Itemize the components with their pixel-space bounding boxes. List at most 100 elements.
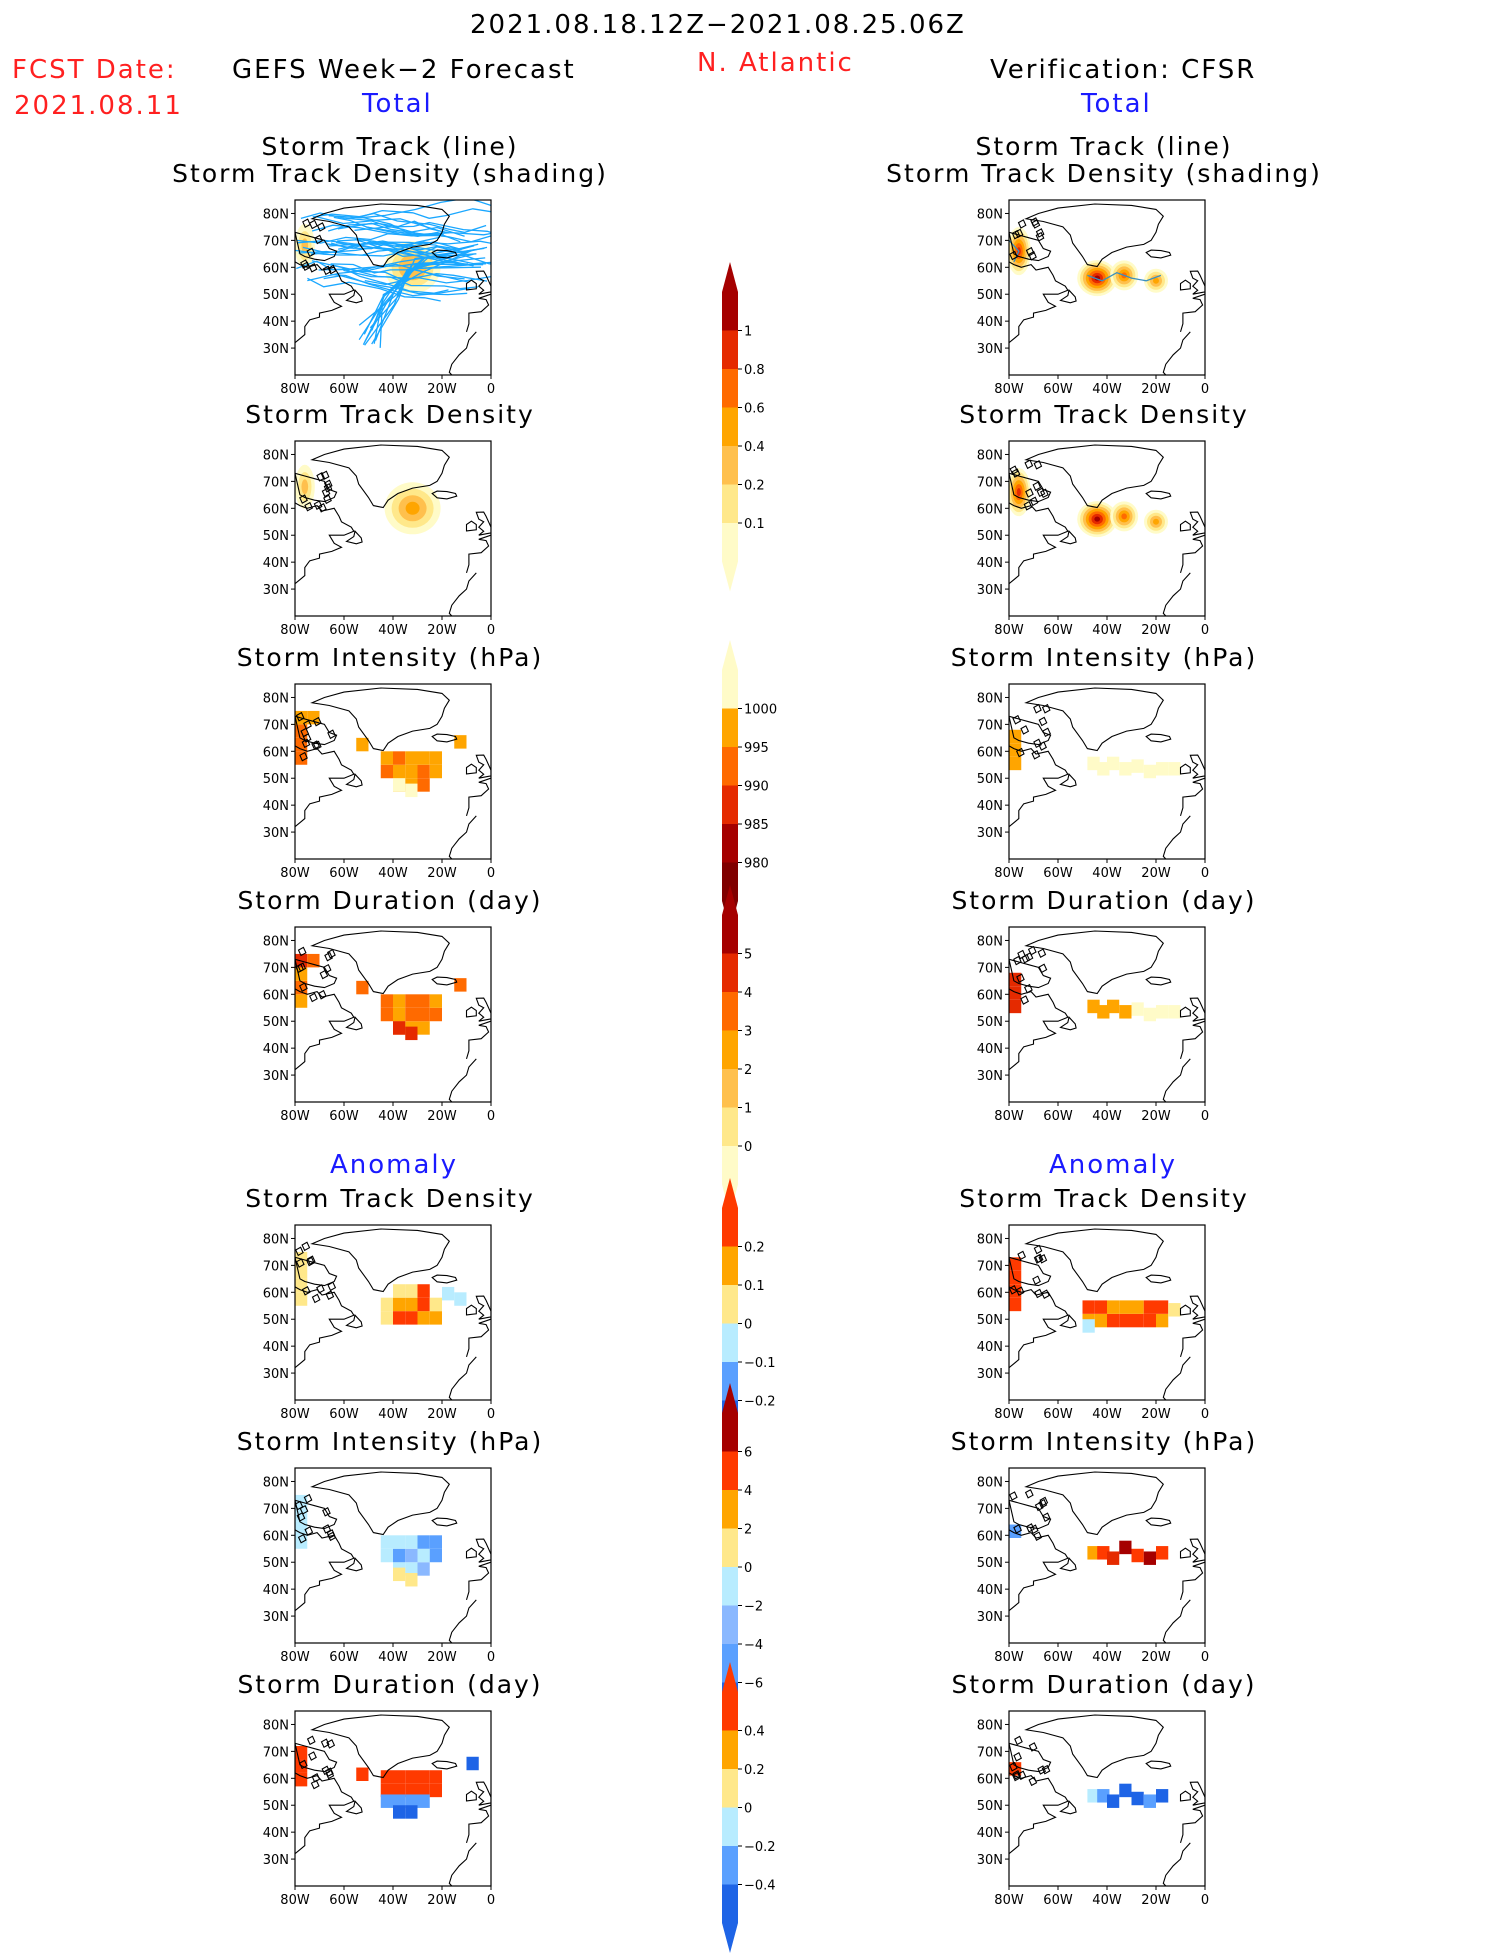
colorbar-label: 0.4 <box>744 440 765 455</box>
colorbar-density: 1 0.8 0.6 0.4 0.2 0.1 <box>722 262 765 592</box>
lat-tick-label: 80N <box>263 448 289 463</box>
grid-cell <box>380 1311 393 1325</box>
grid-cell <box>1156 1313 1169 1328</box>
grid-cell <box>405 1794 418 1808</box>
grid-cell <box>417 1783 430 1798</box>
coastline <box>1012 1770 1022 1780</box>
density-contour <box>405 501 420 515</box>
coastline <box>1145 1274 1172 1284</box>
lat-tick-label: 40N <box>263 1340 289 1355</box>
colorbar-segment <box>722 407 738 446</box>
grid-cell <box>1009 986 1022 1000</box>
coastline <box>308 219 318 230</box>
colorbar-label: 0.2 <box>744 1241 765 1256</box>
coastline <box>1145 733 1172 743</box>
grid-cell <box>405 1548 418 1563</box>
coastline <box>308 263 318 273</box>
density-contour <box>301 479 309 495</box>
coastline <box>1025 246 1035 257</box>
coastline <box>1009 1491 1018 1501</box>
grid-cell <box>1082 1319 1095 1333</box>
coastline <box>1009 231 1052 262</box>
storm-track-line <box>295 248 431 257</box>
lon-tick-label: 20W <box>1141 1893 1171 1908</box>
coastline <box>1189 997 1205 1022</box>
lat-tick-label: 70N <box>263 1259 289 1274</box>
coastline <box>317 503 327 513</box>
lat-tick-label: 50N <box>977 772 1003 787</box>
grid-cell <box>1097 1005 1110 1019</box>
grid-cell <box>1082 1300 1095 1314</box>
panel-title: Storm Track Density (shading) <box>886 159 1322 188</box>
coastline <box>322 963 332 974</box>
grid-cell <box>417 994 430 1008</box>
coastline <box>327 729 337 740</box>
colorbar-label: 4 <box>744 986 752 1001</box>
coastline <box>1032 481 1042 491</box>
coastline <box>312 716 322 727</box>
coastline <box>475 1538 491 1563</box>
coastline <box>1029 1524 1039 1535</box>
map-panel: 80N 70N 60N 50N 40N 30N 80W 60W 40W 20W 0 <box>263 199 495 397</box>
coastline <box>1009 1761 1018 1772</box>
grid-cell <box>1087 1546 1100 1560</box>
colorbar-label: 0 <box>744 1561 752 1576</box>
coastline <box>475 754 491 779</box>
coastline <box>1189 1781 1205 1806</box>
colorbar-label: 0.6 <box>744 402 765 417</box>
storm-track-line <box>331 273 470 297</box>
lat-tick-label: 60N <box>977 1286 1003 1301</box>
coastline <box>431 1760 458 1770</box>
coastline <box>1179 279 1191 291</box>
grid-cell <box>1143 764 1156 779</box>
colorbar-label: −0.2 <box>744 1395 776 1410</box>
lat-tick-label: 60N <box>263 261 289 276</box>
panel-title: Storm Duration (day) <box>951 886 1257 915</box>
lat-tick-label: 80N <box>977 207 1003 222</box>
grid-cell <box>380 1535 393 1549</box>
colorbar-label: −2 <box>744 1600 763 1615</box>
coastline <box>431 490 458 500</box>
lon-tick-label: 0 <box>487 1650 495 1665</box>
grid-cell <box>295 1772 308 1787</box>
lon-tick-label: 80W <box>280 866 310 881</box>
lat-tick-label: 80N <box>977 934 1003 949</box>
lat-tick-label: 60N <box>977 502 1003 517</box>
coastline <box>465 280 491 333</box>
lon-tick-label: 0 <box>487 866 495 881</box>
lon-tick-label: 0 <box>1201 382 1209 397</box>
coastline <box>1009 1529 1069 1612</box>
coastlines <box>1009 1714 1205 1886</box>
coastline <box>1029 496 1039 507</box>
coastline <box>1020 995 1030 1005</box>
colorbar-label: 3 <box>744 1025 752 1040</box>
coastline <box>295 745 355 828</box>
lon-tick-label: 40W <box>1092 866 1122 881</box>
grid-cell <box>405 1026 418 1041</box>
coastline <box>1145 1517 1172 1527</box>
lon-tick-label: 40W <box>1092 1407 1122 1422</box>
colorbar-label: 2 <box>744 1523 752 1538</box>
coastline <box>431 1517 458 1527</box>
lat-tick-label: 30N <box>977 1610 1003 1625</box>
grid-cell <box>356 737 369 752</box>
grid-cell <box>356 980 369 995</box>
panel-title: Storm Track (line) <box>261 132 519 161</box>
lon-tick-label: 40W <box>378 866 408 881</box>
coastlines <box>1009 444 1205 616</box>
coastline <box>1038 741 1048 751</box>
coastline <box>1033 1531 1043 1541</box>
coastline <box>1041 703 1051 714</box>
colorbar-segment <box>722 1246 738 1285</box>
coastlines <box>1009 930 1205 1102</box>
colorbar-segment <box>722 1692 738 1731</box>
lon-tick-label: 80W <box>280 1109 310 1124</box>
colorbar-arrow <box>722 640 738 670</box>
coastline <box>326 1739 336 1749</box>
lat-tick-label: 70N <box>977 1502 1003 1517</box>
grid-cell <box>405 1297 418 1312</box>
coastline <box>323 483 333 493</box>
coastline <box>308 1751 317 1761</box>
coastline <box>314 234 323 245</box>
panel-title: Storm Track Density <box>245 400 535 429</box>
